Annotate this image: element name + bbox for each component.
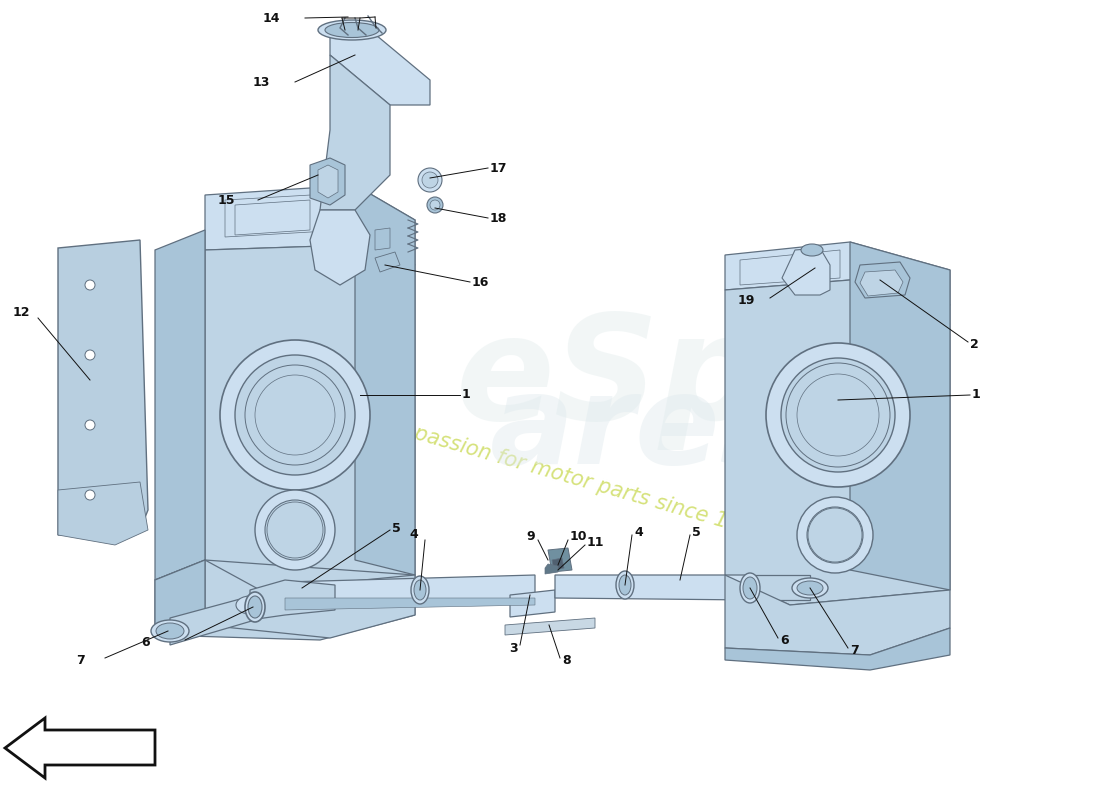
Text: 7: 7 <box>850 643 859 657</box>
Polygon shape <box>170 595 255 645</box>
Polygon shape <box>285 598 535 610</box>
Polygon shape <box>6 718 155 778</box>
Polygon shape <box>235 200 310 235</box>
Text: ares: ares <box>490 370 795 490</box>
Ellipse shape <box>619 575 631 595</box>
Polygon shape <box>310 210 370 285</box>
Ellipse shape <box>248 596 262 618</box>
Text: 8: 8 <box>562 654 571 666</box>
Text: 6: 6 <box>142 635 150 649</box>
Circle shape <box>807 507 864 563</box>
Ellipse shape <box>740 573 760 603</box>
Circle shape <box>265 500 324 560</box>
Circle shape <box>427 197 443 213</box>
Polygon shape <box>330 30 430 105</box>
Polygon shape <box>155 560 415 640</box>
Text: 6: 6 <box>780 634 789 646</box>
Text: 13: 13 <box>253 75 270 89</box>
Ellipse shape <box>236 596 264 614</box>
Ellipse shape <box>318 20 386 40</box>
Polygon shape <box>725 575 950 655</box>
Ellipse shape <box>414 580 426 600</box>
Ellipse shape <box>792 578 828 598</box>
Circle shape <box>85 420 95 430</box>
Ellipse shape <box>801 244 823 256</box>
Circle shape <box>781 358 895 472</box>
Polygon shape <box>226 193 345 237</box>
Polygon shape <box>250 580 336 620</box>
Text: 10: 10 <box>570 530 587 543</box>
Polygon shape <box>740 250 840 285</box>
Polygon shape <box>355 185 415 575</box>
Ellipse shape <box>742 577 757 599</box>
Polygon shape <box>725 242 950 305</box>
Ellipse shape <box>324 22 380 38</box>
Polygon shape <box>510 590 556 617</box>
Ellipse shape <box>156 623 184 639</box>
Polygon shape <box>375 252 400 272</box>
Text: 18: 18 <box>490 211 507 225</box>
Circle shape <box>220 340 370 490</box>
Polygon shape <box>850 242 950 590</box>
Polygon shape <box>556 575 750 600</box>
Ellipse shape <box>798 581 823 595</box>
Text: eSp: eSp <box>455 310 764 450</box>
Polygon shape <box>750 575 810 600</box>
Ellipse shape <box>411 576 429 604</box>
Polygon shape <box>855 262 910 298</box>
Circle shape <box>430 200 440 210</box>
Circle shape <box>85 490 95 500</box>
Text: 3: 3 <box>509 642 518 654</box>
Polygon shape <box>782 248 830 295</box>
Polygon shape <box>155 230 205 580</box>
Text: 1: 1 <box>462 389 471 402</box>
Polygon shape <box>58 482 148 545</box>
Text: 5: 5 <box>392 522 400 534</box>
Polygon shape <box>205 245 415 590</box>
Polygon shape <box>205 560 415 638</box>
Polygon shape <box>320 55 390 210</box>
Ellipse shape <box>245 592 265 622</box>
Circle shape <box>422 172 438 188</box>
Text: 1: 1 <box>972 389 981 402</box>
Ellipse shape <box>151 620 189 642</box>
Polygon shape <box>285 575 535 610</box>
Circle shape <box>85 280 95 290</box>
Text: 4: 4 <box>409 529 418 542</box>
Polygon shape <box>552 558 564 570</box>
Polygon shape <box>310 158 345 205</box>
Text: 5: 5 <box>692 526 701 538</box>
Polygon shape <box>725 628 950 670</box>
Text: a passion for motor parts since 1985: a passion for motor parts since 1985 <box>393 418 768 542</box>
Polygon shape <box>505 618 595 635</box>
Ellipse shape <box>616 571 634 599</box>
Circle shape <box>235 355 355 475</box>
Circle shape <box>255 490 336 570</box>
Text: 16: 16 <box>472 275 490 289</box>
Circle shape <box>798 497 873 573</box>
Text: 11: 11 <box>587 537 605 550</box>
Text: 15: 15 <box>218 194 235 206</box>
Polygon shape <box>155 560 205 635</box>
Text: 12: 12 <box>12 306 30 318</box>
Circle shape <box>766 343 910 487</box>
Polygon shape <box>544 564 558 574</box>
Polygon shape <box>375 228 390 250</box>
Polygon shape <box>205 185 415 265</box>
Circle shape <box>418 168 442 192</box>
Text: 9: 9 <box>527 530 535 543</box>
Text: 7: 7 <box>76 654 85 666</box>
Text: 14: 14 <box>263 11 280 25</box>
Circle shape <box>85 350 95 360</box>
Text: 17: 17 <box>490 162 507 174</box>
Polygon shape <box>725 280 950 605</box>
Text: 4: 4 <box>634 526 642 538</box>
Polygon shape <box>318 165 338 198</box>
Polygon shape <box>58 240 148 535</box>
Polygon shape <box>860 270 903 296</box>
Text: 2: 2 <box>970 338 979 351</box>
Polygon shape <box>548 548 572 572</box>
Text: 19: 19 <box>738 294 755 306</box>
